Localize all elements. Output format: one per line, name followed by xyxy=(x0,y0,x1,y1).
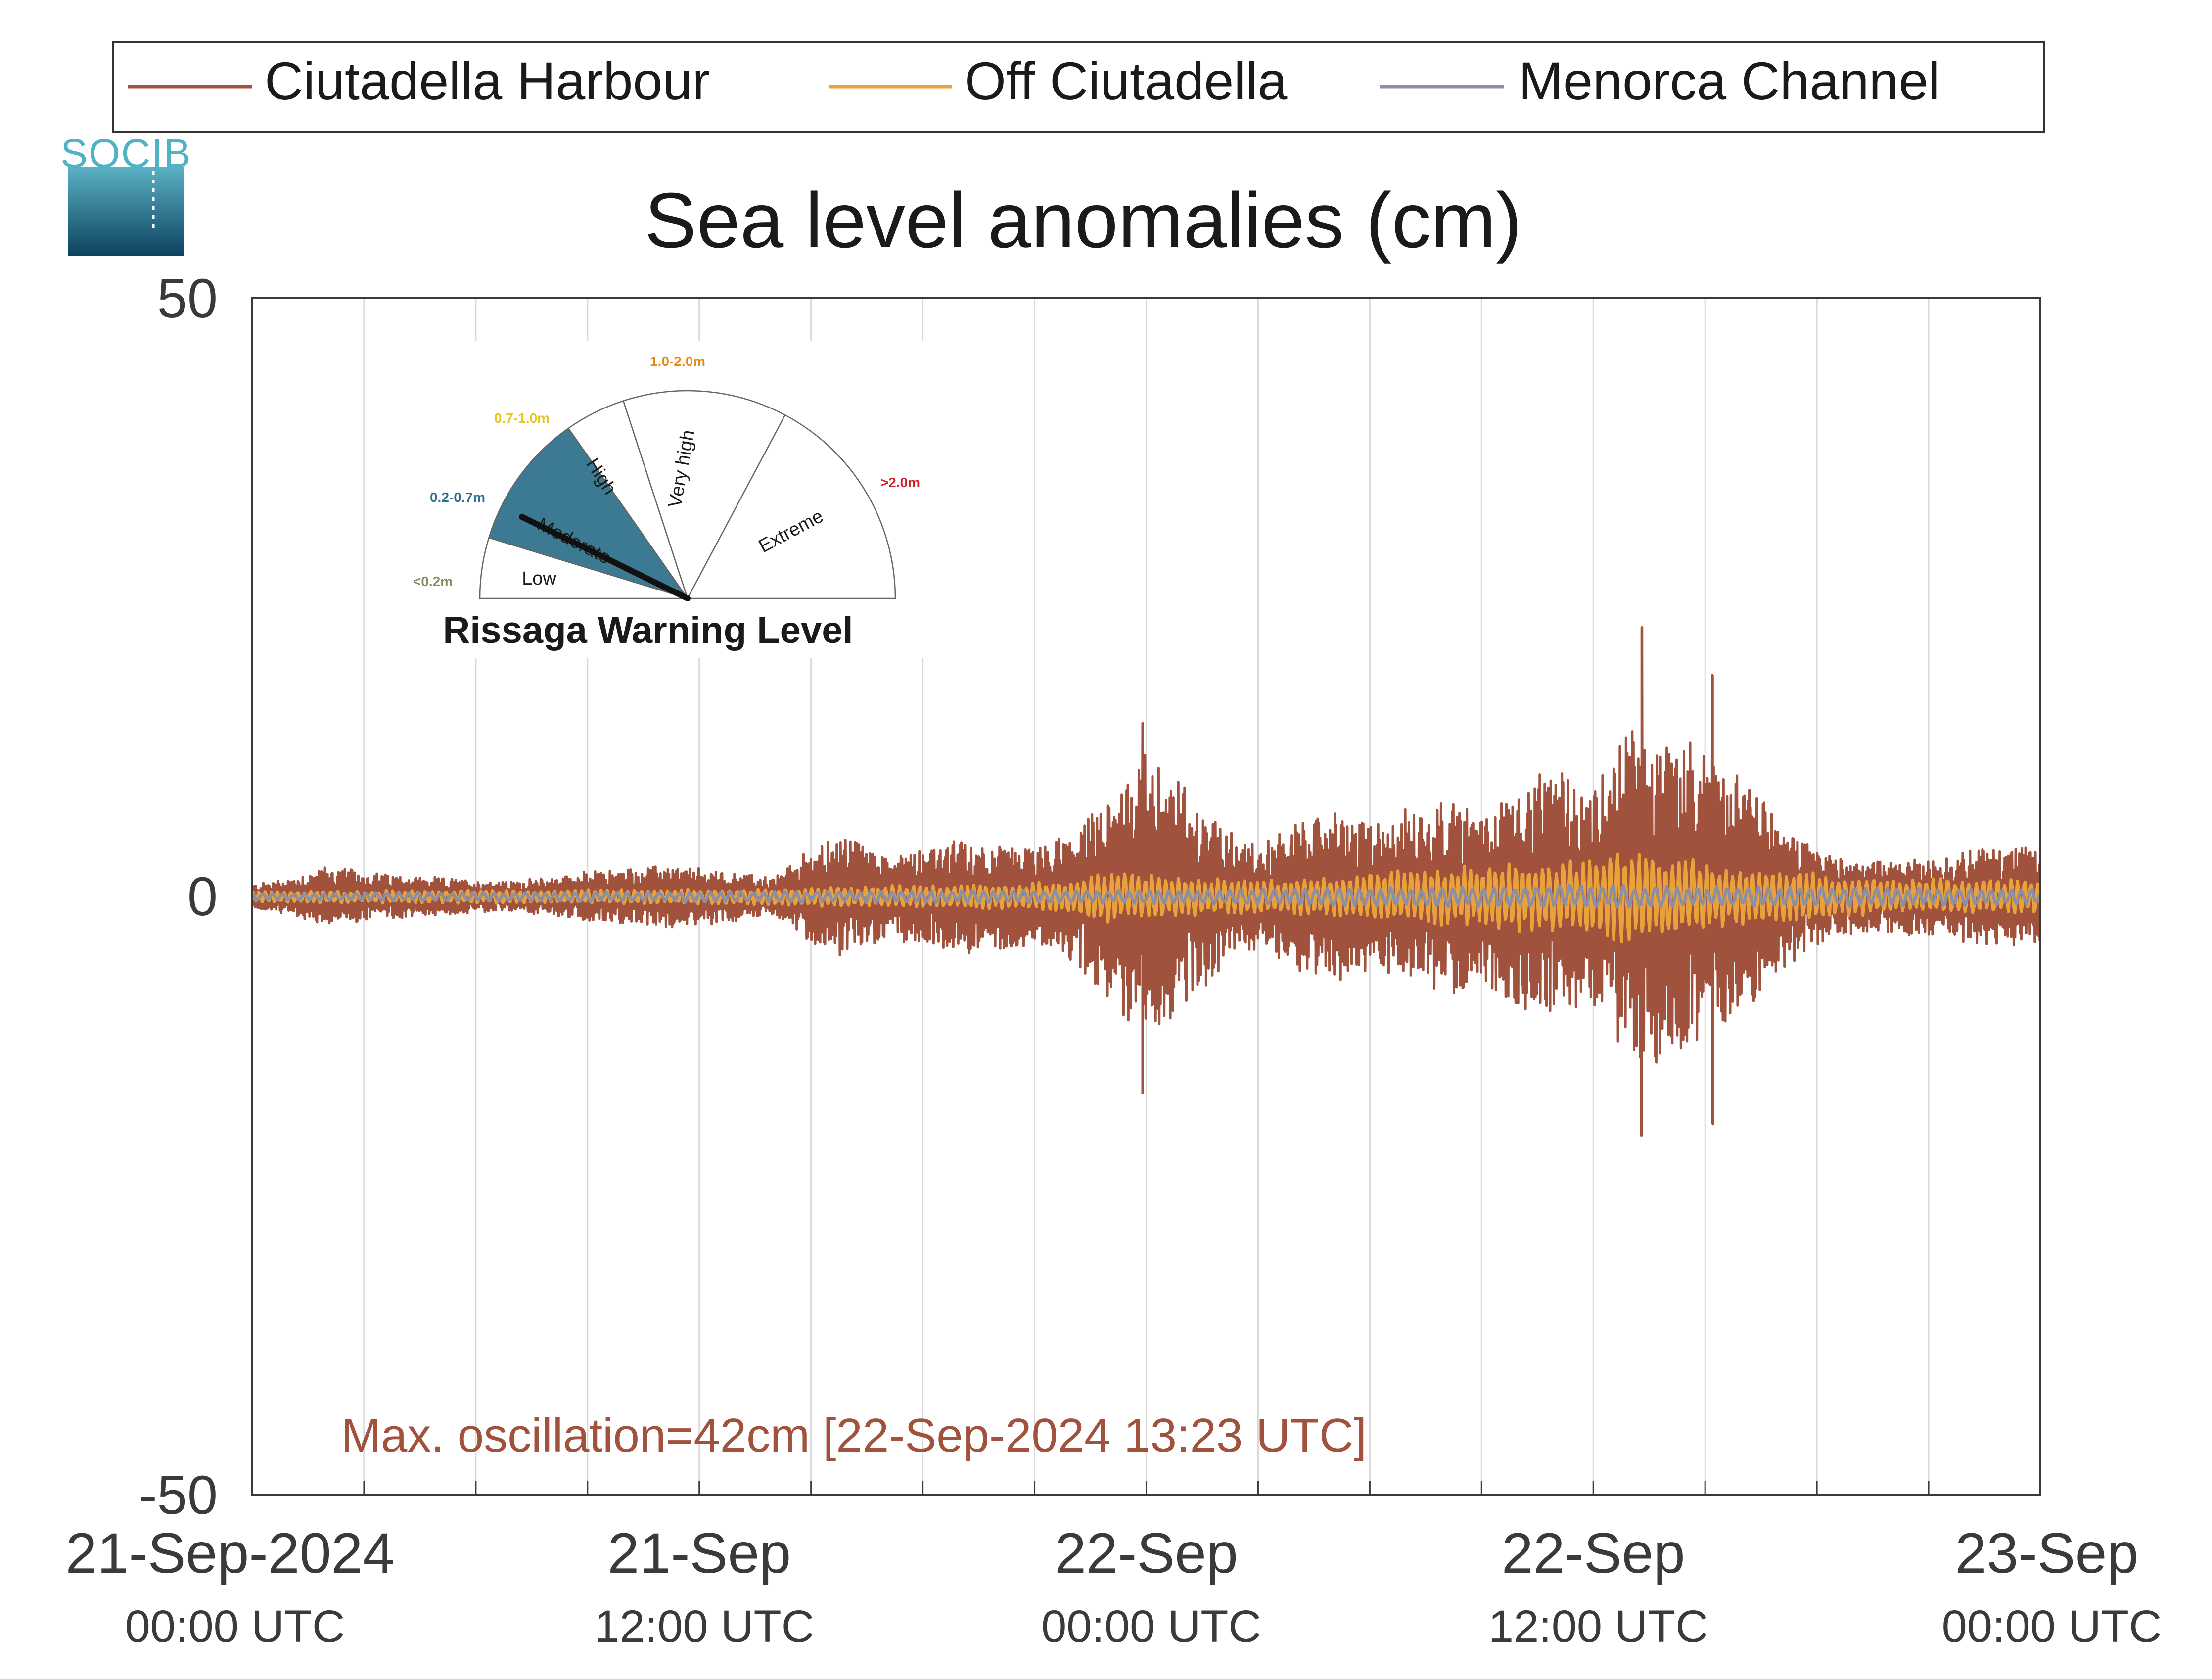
chart-title: Sea level anomalies (cm) xyxy=(645,177,1522,264)
y-tick-labels: 50 0 -50 xyxy=(139,268,218,1526)
gauge-range-label: <0.2m xyxy=(413,574,453,589)
legend-item-ciutadella-harbour: Ciutadella Harbour xyxy=(128,51,710,111)
legend-label-off-ciutadella: Off Ciutadella xyxy=(965,51,1288,111)
legend-label-ciutadella-harbour: Ciutadella Harbour xyxy=(265,51,710,111)
y-tick-label: 50 xyxy=(157,268,218,329)
gauge-range-label: >2.0m xyxy=(880,475,920,490)
logo-text: SOCIB xyxy=(60,131,191,176)
series-line-ciutadella-harbour xyxy=(252,626,2040,1137)
y-tick-label: 0 xyxy=(187,866,218,927)
y-tick-label: -50 xyxy=(139,1465,218,1526)
legend: Ciutadella Harbour Off Ciutadella Menorc… xyxy=(112,41,2045,133)
logo-wave-block xyxy=(68,167,184,256)
legend-item-off-ciutadella: Off Ciutadella xyxy=(829,51,1288,111)
legend-item-menorca-channel: Menorca Channel xyxy=(1380,51,1940,111)
x-tick-label-time: 00:00 UTC xyxy=(125,1601,345,1652)
x-tick-label-date: 22-Sep xyxy=(1055,1522,1238,1585)
x-tick-label-time: 12:00 UTC xyxy=(594,1601,814,1652)
gauge-level-label: Low xyxy=(522,568,556,589)
gauge-range-label: 1.0-2.0m xyxy=(650,354,705,369)
x-tick-label-date: 21-Sep-2024 xyxy=(66,1522,395,1585)
legend-box xyxy=(112,41,2045,133)
socib-logo: SOCIB xyxy=(60,131,191,256)
gauge-range-label: 0.7-1.0m xyxy=(494,410,550,426)
x-tick-label-time: 00:00 UTC xyxy=(1942,1601,2162,1652)
x-tick-label-time: 12:00 UTC xyxy=(1488,1601,1708,1652)
x-tick-marks xyxy=(363,1481,1930,1495)
gauge-sector-moderate xyxy=(488,427,690,600)
x-tick-label-date: 23-Sep xyxy=(1955,1522,2139,1585)
rissaga-warning-gauge: LowModerateHighVery highExtreme<0.2m0.2-… xyxy=(401,341,974,658)
max-oscillation-annotation: Max. oscillation=42cm [22-Sep-2024 13:23… xyxy=(341,1409,1367,1462)
series-line-menorca-channel xyxy=(252,884,2040,908)
x-tick-label-date: 21-Sep xyxy=(607,1522,791,1585)
gauge-needle xyxy=(519,514,691,601)
x-tick-label-time: 00:00 UTC xyxy=(1041,1601,1261,1652)
gauge-title: Rissaga Warning Level xyxy=(443,609,853,651)
gauge-range-label: 0.2-0.7m xyxy=(430,490,485,505)
gauge-sector-very-high xyxy=(622,390,786,600)
series-layer xyxy=(252,626,2040,1137)
legend-label-menorca-channel: Menorca Channel xyxy=(1519,51,1940,111)
x-tick-labels: 21-Sep-2024 00:00 UTC 21-Sep 12:00 UTC 22-Se… xyxy=(66,1522,2162,1652)
x-tick-label-date: 22-Sep xyxy=(1502,1522,1685,1585)
gauge-sector-extreme xyxy=(686,414,896,599)
